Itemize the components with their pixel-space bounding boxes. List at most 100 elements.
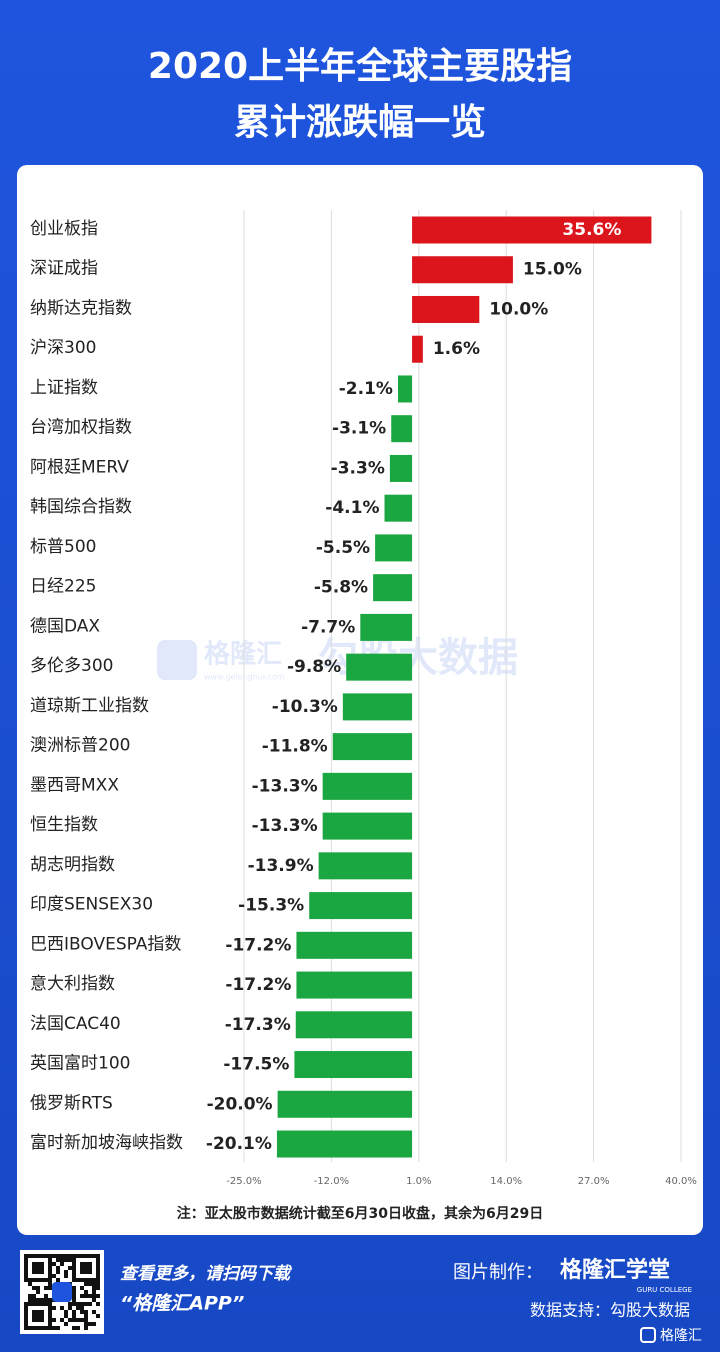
qr-module [72,1294,76,1298]
qr-module [72,1298,76,1302]
category-label: 富时新加坡海峡指数 [30,1133,183,1153]
qr-module [68,1266,72,1270]
qr-module [80,1294,84,1298]
value-label: -10.3% [272,697,338,717]
qr-module [56,1326,60,1330]
qr-module [92,1290,96,1294]
corner-logo [640,1327,656,1343]
qr-module [68,1302,72,1306]
qr-module [92,1286,96,1290]
qr-module [80,1318,84,1322]
value-label: 10.0% [489,299,548,319]
bar [346,653,413,681]
made-by: 格隆汇学堂 [560,1257,670,1283]
qr-module [36,1290,40,1294]
qr-finder [80,1262,92,1274]
qr-module [76,1306,80,1310]
qr-module [32,1294,36,1298]
qr-module [72,1310,76,1314]
qr-module [76,1318,80,1322]
value-label: -17.2% [225,935,291,955]
qr-module [68,1258,72,1262]
qr-module [84,1302,88,1306]
bar [295,1011,413,1039]
qr-module [84,1314,88,1318]
qr-module [96,1286,100,1290]
title-line: 累计涨跌幅一览 [234,102,486,143]
qr-module [96,1282,100,1286]
qr-module [64,1322,68,1326]
value-label: -5.8% [314,578,368,598]
category-label: 意大利指数 [30,974,115,994]
qr-module [60,1262,64,1266]
value-label: -9.8% [287,657,341,677]
made-by-en: GURU COLLEGE [637,1286,692,1294]
category-label: 恒生指数 [30,815,98,835]
qr-module [88,1322,92,1326]
bar [322,812,413,840]
qr-module [84,1322,88,1326]
category-label: 韩国综合指数 [30,497,132,517]
qr-module [64,1258,68,1262]
qr-logo [52,1282,72,1302]
qr-module [84,1294,88,1298]
category-label: 巴西IBOVESPA指数 [30,934,181,954]
bar [277,1090,413,1118]
qr-module [92,1298,96,1302]
qr-module [80,1310,84,1314]
bar [391,415,413,443]
qr-module [52,1254,56,1258]
qr-module [88,1294,92,1298]
qr-module [28,1298,32,1302]
value-label: -2.1% [339,379,393,399]
qr-module [80,1306,84,1310]
qr-module [32,1286,36,1290]
value-label: -11.8% [262,737,328,757]
category-label: 深证成指 [30,259,98,279]
qr-module [88,1302,92,1306]
qr-module [76,1326,80,1330]
category-label: 纳斯达克指数 [30,298,132,318]
qr-module [52,1274,56,1278]
category-label: 英国富时100 [30,1054,130,1074]
qr-module [60,1254,64,1258]
qr-module [68,1306,72,1310]
qr-module [92,1282,96,1286]
qr-module [96,1302,100,1306]
qr-module [60,1318,64,1322]
qr-module [52,1306,56,1310]
qr-module [56,1278,60,1282]
data-support: 数据支持：勾股大数据 [530,1301,690,1320]
bar [412,216,652,244]
category-label: 澳洲标普200 [30,736,130,756]
qr-module [92,1322,96,1326]
qr-module [64,1254,68,1258]
qr-module [72,1290,76,1294]
qr-module [64,1274,68,1278]
qr-module [64,1310,68,1314]
value-label: -3.1% [332,419,386,439]
qr-finder [72,1254,100,1282]
value-label: -20.1% [206,1134,272,1154]
qr-module [88,1282,92,1286]
bar [322,772,413,800]
bar [294,1051,413,1079]
qr-module [72,1302,76,1306]
category-label: 沪深300 [30,338,96,358]
value-label: -17.3% [225,1015,291,1035]
qr-module [36,1298,40,1302]
value-label: 1.6% [433,339,480,359]
qr-finder [24,1254,52,1282]
bar [384,494,413,522]
value-label: -20.0% [207,1094,273,1114]
category-label: 印度SENSEX30 [30,895,153,915]
qr-finder [32,1262,44,1274]
value-label: -13.3% [252,776,318,796]
category-label: 台湾加权指数 [30,418,132,438]
qr-module [76,1302,80,1306]
bar [342,693,413,721]
qr-module [60,1258,64,1262]
bar [309,892,413,920]
value-label: 15.0% [523,260,582,280]
qr-module [72,1286,76,1290]
